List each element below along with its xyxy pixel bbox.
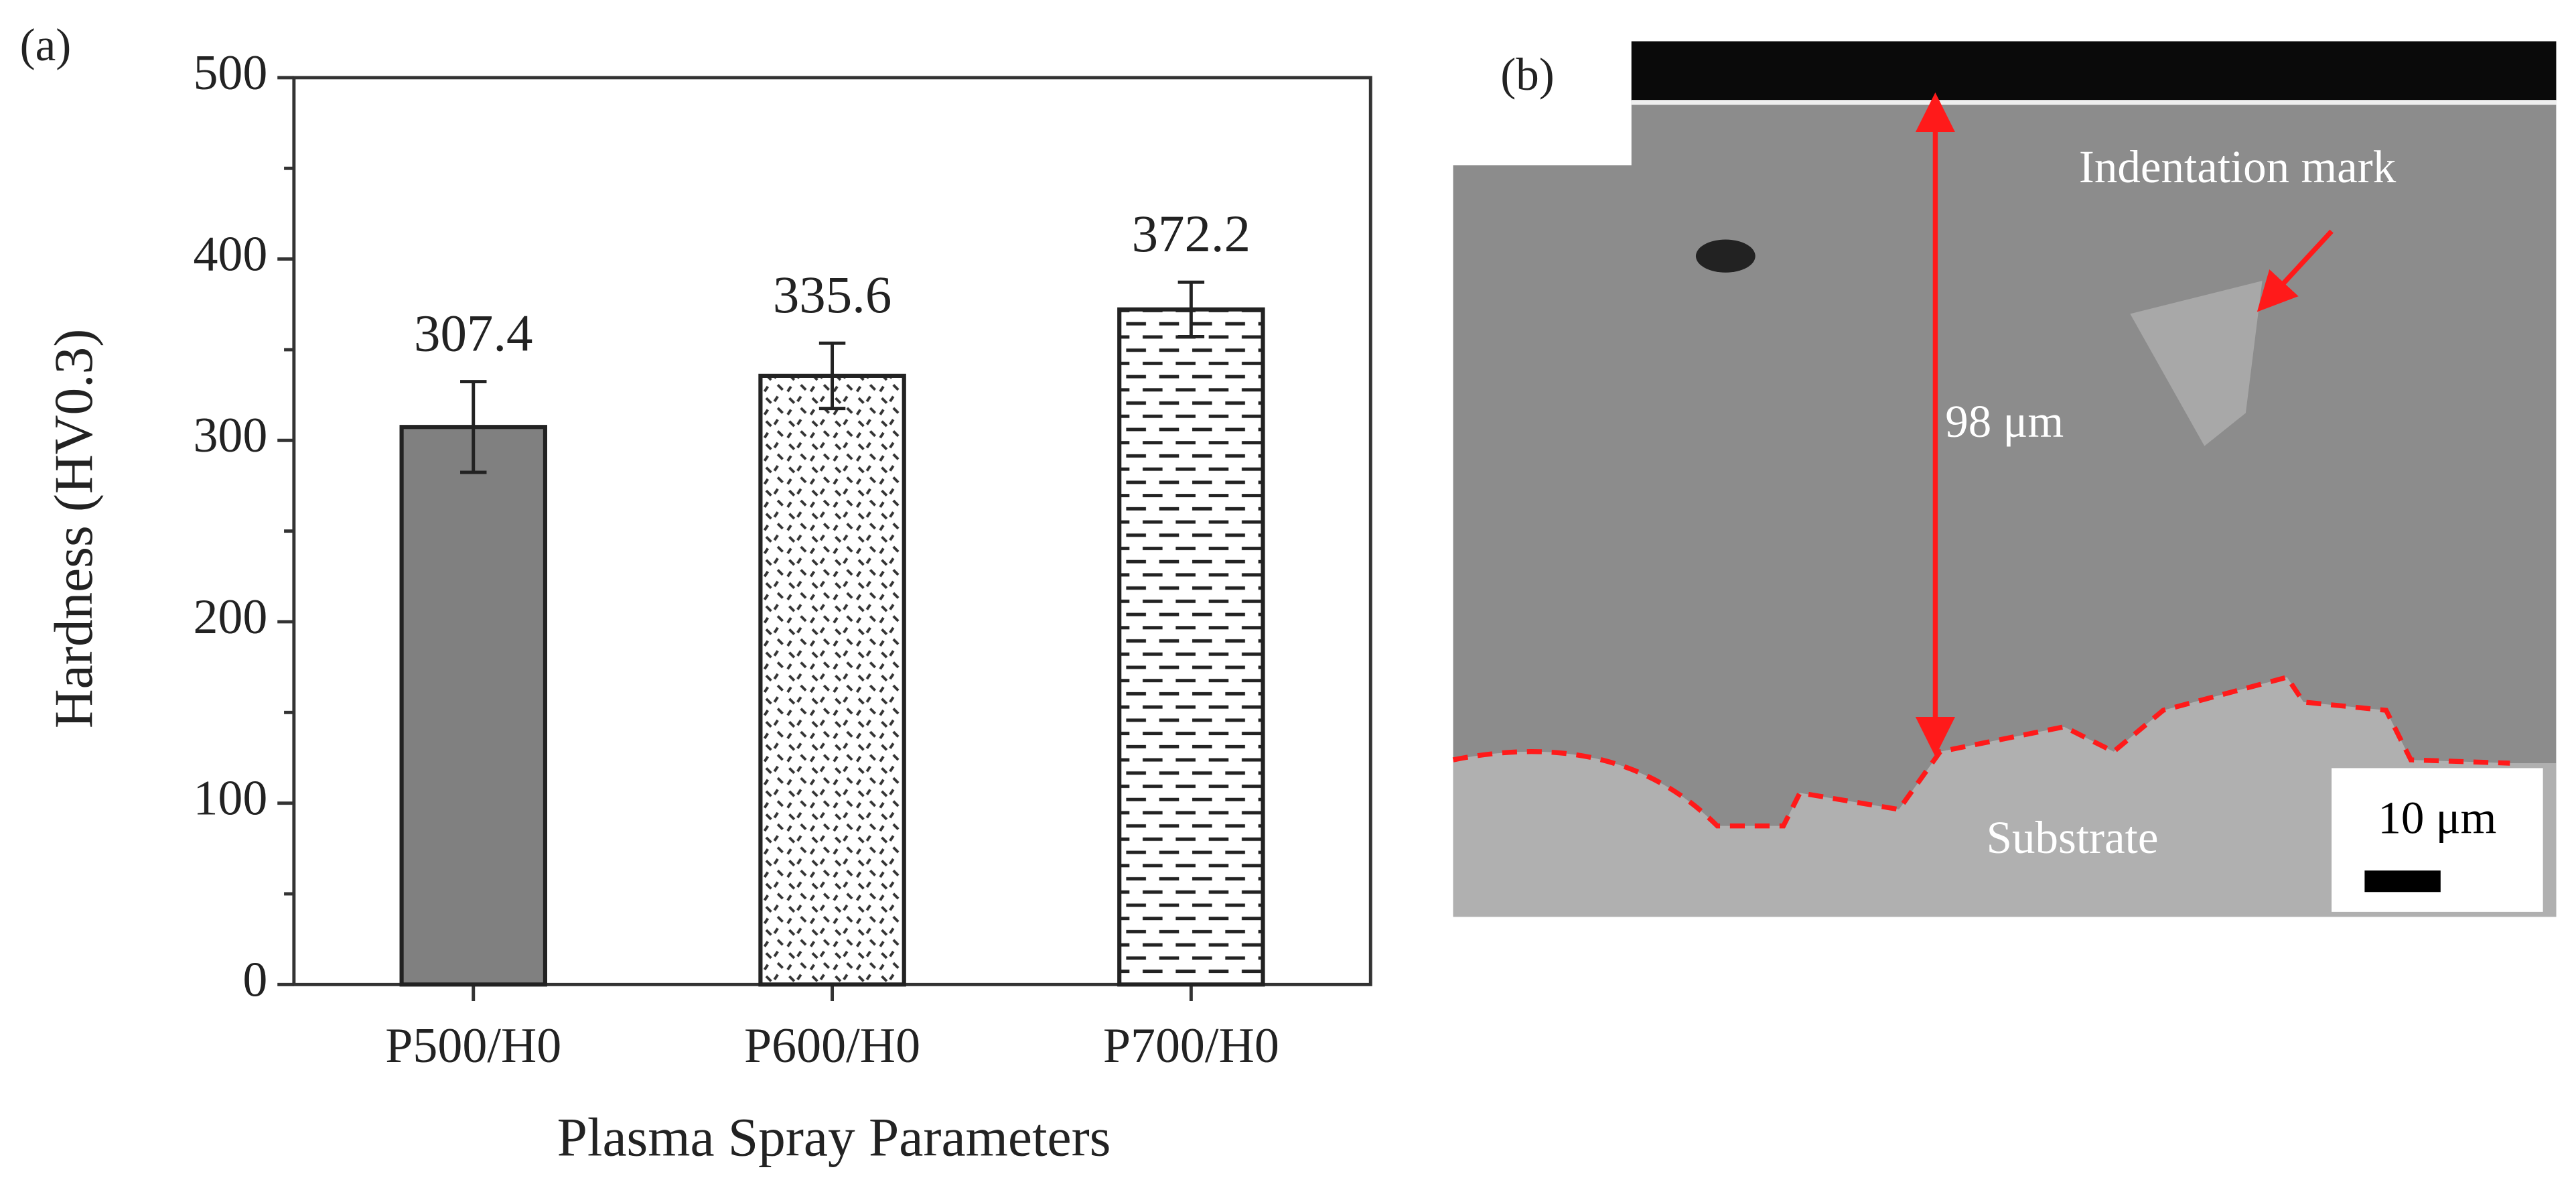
value-label: 307.4 [414, 305, 532, 363]
y-tick-label: 100 [193, 771, 267, 825]
mount-layer [1631, 41, 2557, 101]
y-tick-label: 200 [193, 589, 267, 644]
panel-label: (b) [1500, 48, 1554, 100]
value-label: 335.6 [773, 266, 891, 324]
error-bar [818, 341, 846, 411]
pore [1695, 239, 1756, 273]
y-tick-label: 400 [193, 226, 267, 281]
x-tick-label: P600/H0 [744, 1018, 920, 1073]
scale-bar [2364, 870, 2441, 892]
indentation [2130, 281, 2263, 446]
scale-label: 10 μm [2378, 792, 2496, 844]
micrograph: Indentation mark 98 μm Substrate 10 μm (… [1452, 41, 2557, 917]
bar [399, 425, 548, 987]
thickness-label: 98 μm [1945, 395, 2064, 447]
annotation: Indentation mark [2079, 141, 2396, 192]
bar [758, 373, 906, 987]
y-tick-label: 300 [193, 407, 267, 462]
panel-label: (a) [20, 19, 72, 70]
x-tick-label: P700/H0 [1103, 1018, 1279, 1073]
x-axis-title: Plasma Spray Parameters [557, 1108, 1111, 1168]
error-bar [460, 380, 487, 474]
value-label: 372.2 [1132, 205, 1250, 263]
error-bar [1177, 280, 1205, 338]
y-tick-label: 500 [193, 45, 267, 100]
annotation-arrow [2257, 229, 2334, 312]
y-tick-label: 0 [242, 951, 267, 1006]
y-axis-title: Hardness (HV0.3) [44, 329, 104, 728]
substrate-region [1453, 677, 2557, 917]
x-tick-label: P500/H0 [385, 1018, 561, 1073]
bar [1117, 307, 1265, 987]
region-label: Substrate [1987, 811, 2159, 863]
